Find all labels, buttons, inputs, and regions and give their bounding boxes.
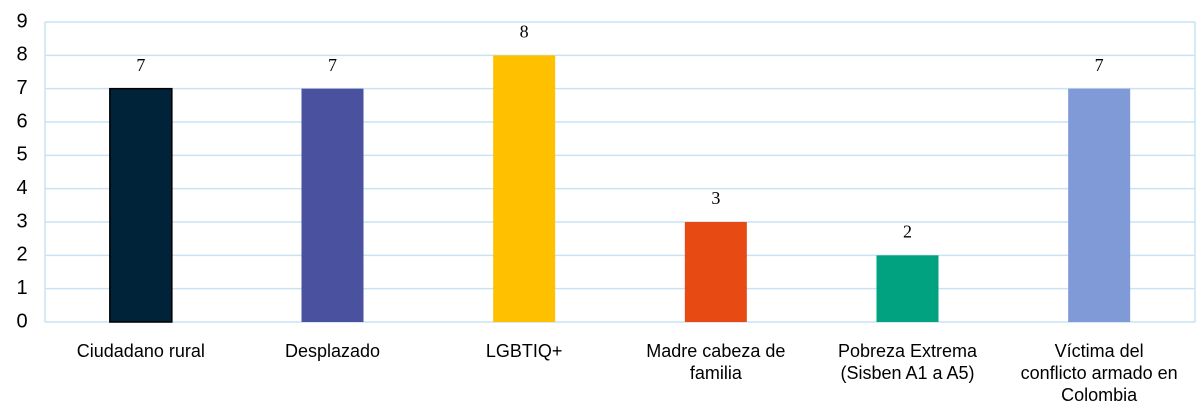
y-tick-label: 5: [16, 144, 27, 166]
y-tick-label: 6: [16, 110, 27, 132]
y-tick-label: 0: [16, 310, 27, 332]
bar: [493, 55, 556, 322]
y-tick-label: 4: [16, 177, 27, 199]
value-label: 2: [903, 221, 912, 241]
y-tick-label: 3: [16, 210, 27, 232]
bar: [684, 222, 747, 322]
bar: [876, 255, 939, 322]
x-tick-label: Madre cabeza de familia: [646, 341, 786, 383]
x-tick-label: LGBTIQ+: [485, 341, 563, 361]
y-tick-label: 2: [16, 244, 27, 266]
y-tick-label: 1: [16, 277, 27, 299]
value-label: 8: [520, 21, 529, 41]
x-tick-label: Víctima del conflicto armado en Colombia: [1020, 341, 1178, 405]
x-tick-label: Pobreza Extrema (Sisben A1 a A5): [837, 341, 978, 383]
x-tick-label: Desplazado: [284, 341, 381, 361]
x-tick-label: Ciudadano rural: [76, 341, 205, 361]
bar: [1068, 88, 1131, 323]
bar: [301, 88, 364, 323]
value-label: 7: [136, 55, 145, 75]
value-label: 3: [711, 188, 720, 208]
bar: [109, 87, 173, 323]
y-tick-label: 8: [16, 44, 27, 66]
value-label: 7: [1095, 55, 1104, 75]
y-tick-label: 9: [16, 10, 27, 32]
value-label: 7: [328, 55, 337, 75]
y-tick-label: 7: [16, 77, 27, 99]
